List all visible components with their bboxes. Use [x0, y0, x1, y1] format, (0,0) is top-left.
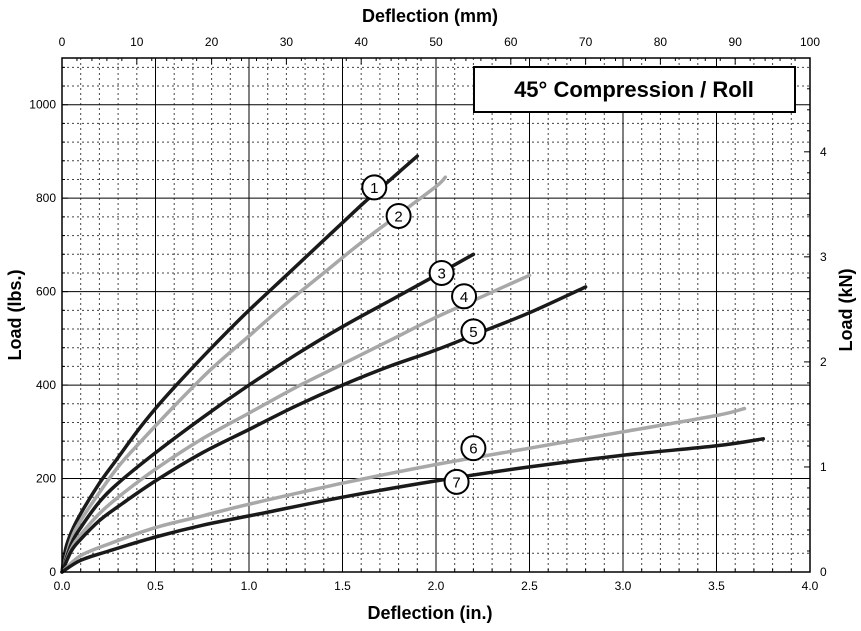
curve-label-text: 1	[370, 180, 378, 197]
curve-label-circle	[451, 283, 478, 310]
curve-label-text: 6	[469, 441, 477, 458]
x2-tick-label: 70	[579, 35, 593, 49]
y-tick-label: 800	[36, 191, 56, 205]
x2-tick-label: 30	[280, 35, 294, 49]
y2-tick-label: 1	[820, 460, 827, 474]
curve-label-7: 7	[443, 468, 470, 495]
curve-label-1: 1	[361, 174, 388, 201]
curve-label-text: 4	[460, 289, 468, 306]
x2-tick-label: 50	[429, 35, 443, 49]
y2-tick-label: 2	[820, 355, 827, 369]
curve-label-3: 3	[428, 259, 455, 286]
x2-tick-label: 10	[130, 35, 144, 49]
curve-label-text: 7	[452, 474, 460, 491]
x2-tick-label: 90	[729, 35, 743, 49]
y-tick-label: 400	[36, 378, 56, 392]
x-tick-label: 1.0	[241, 579, 258, 593]
grid	[62, 58, 810, 572]
x-tick-label: 0.5	[147, 579, 164, 593]
curve-label-5: 5	[460, 318, 487, 345]
x-tick-label: 2.0	[428, 579, 445, 593]
curve-label-circle	[385, 202, 412, 229]
curve-labels: 12 34 5 67	[361, 174, 487, 495]
x-tick-label: 3.0	[615, 579, 632, 593]
curve-label-6: 6	[460, 435, 487, 462]
curve-label-text: 2	[394, 208, 402, 225]
x-tick-label: 3.5	[708, 579, 725, 593]
chart-title-box: 45° Compression / Roll	[473, 66, 796, 113]
x2-tick-label: 40	[355, 35, 369, 49]
curve-label-circle	[443, 468, 470, 495]
y2-tick-label: 0	[820, 565, 827, 579]
x-tick-label: 1.5	[334, 579, 351, 593]
tick-marks	[61, 58, 811, 573]
y-axis-title: Load (lbs.)	[5, 270, 25, 361]
y-tick-label: 600	[36, 285, 56, 299]
series-line-4	[60, 273, 532, 574]
x-tick-label: 2.5	[521, 579, 538, 593]
x2-tick-label: 0	[59, 35, 66, 49]
series-line-2	[60, 175, 448, 574]
x2-axis-title: Deflection (mm)	[362, 6, 498, 26]
curve-label-circle	[460, 435, 487, 462]
curve-label-circle	[428, 259, 455, 286]
series-line-6	[60, 406, 747, 574]
y-tick-label: 1000	[29, 98, 56, 112]
x-tick-label: 0.0	[54, 579, 71, 593]
curve-label-circle	[460, 318, 487, 345]
series-lines	[60, 154, 766, 574]
x-tick-label: 4.0	[802, 579, 819, 593]
series-line-7	[60, 437, 766, 574]
x2-tick-label: 100	[800, 35, 820, 49]
curve-label-text: 3	[437, 265, 445, 282]
y-tick-label: 0	[49, 565, 56, 579]
y-tick-label: 200	[36, 472, 56, 486]
chart-title: 45° Compression / Roll	[514, 77, 754, 102]
curve-label-circle	[361, 174, 388, 201]
y2-tick-label: 3	[820, 250, 827, 264]
curve-label-2: 2	[385, 202, 412, 229]
curve-label-text: 5	[469, 324, 477, 341]
y2-axis-title: Load (kN)	[836, 268, 856, 351]
x2-tick-label: 80	[654, 35, 668, 49]
tick-labels: 0.0 0.5 1.0 1.5 2.0 2.5 3.0 3.5 4.00 10 20 30 40 50 60…	[29, 35, 827, 593]
series-line-3	[60, 252, 476, 574]
x2-tick-label: 60	[504, 35, 518, 49]
x2-tick-label: 20	[205, 35, 219, 49]
y2-tick-label: 4	[820, 145, 827, 159]
series-line-1	[60, 154, 420, 574]
curve-label-4: 4	[451, 283, 478, 310]
x-axis-title: Deflection (in.)	[368, 603, 493, 623]
